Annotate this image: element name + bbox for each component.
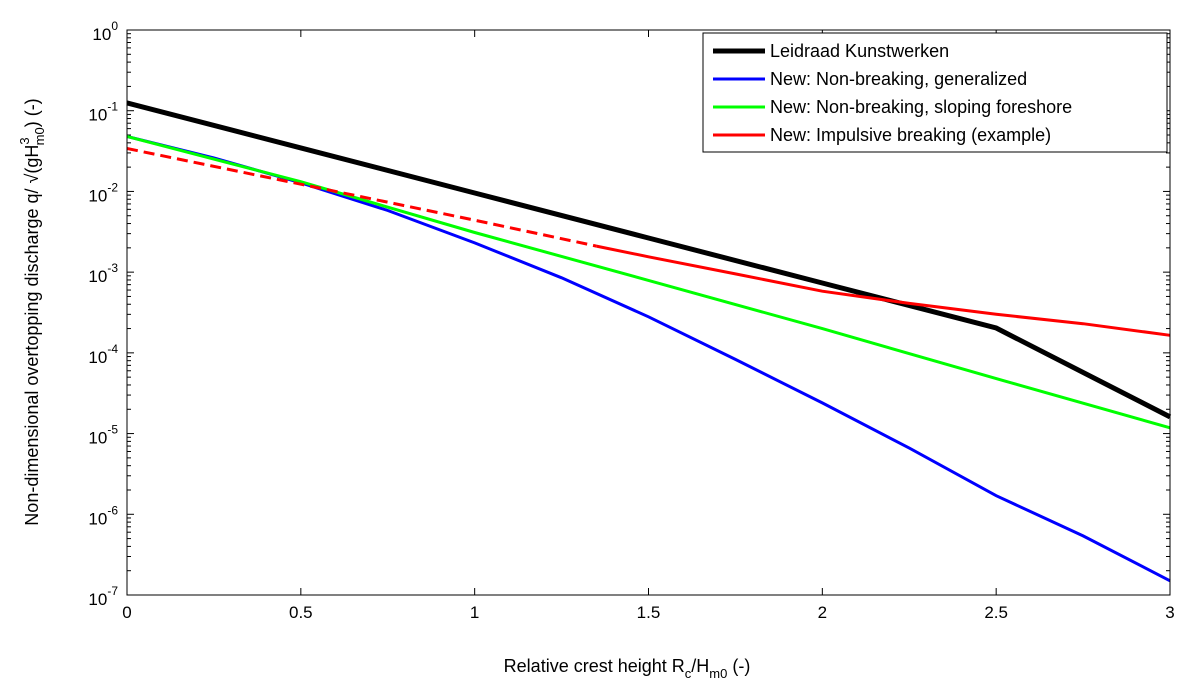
y-tick-label: 10-4 <box>88 342 118 367</box>
y-tick-label: 100 <box>92 19 118 44</box>
x-tick-label: 0 <box>122 603 131 622</box>
y-tick-label: 10-5 <box>88 423 118 448</box>
legend-box <box>702 32 1168 153</box>
y-tick-label: 10-6 <box>88 503 118 528</box>
series-line-3 <box>596 244 1171 337</box>
series-layer <box>126 100 1172 583</box>
x-tick-label: 0.5 <box>289 603 313 622</box>
legend: Leidraad Kunstwerken New: Non-breaking, g… <box>702 32 1168 153</box>
y-tick-label: 10-1 <box>88 100 118 125</box>
y-tick-label: 10-2 <box>88 180 118 205</box>
series-line-2 <box>126 134 1171 430</box>
series-line-0 <box>126 100 1172 420</box>
legend-label: Leidraad Kunstwerken <box>770 41 949 61</box>
x-tick-label: 1.5 <box>637 603 661 622</box>
series-line-3-dashed <box>126 147 597 248</box>
y-tick-label: 10-7 <box>88 584 118 609</box>
x-tick-label: 2.5 <box>984 603 1008 622</box>
y-tick-label: 10-3 <box>88 261 118 286</box>
x-tick-label: 1 <box>470 603 479 622</box>
x-tick-label: 3 <box>1165 603 1174 622</box>
plot-frame <box>126 29 1171 596</box>
x-axis-label: Relative crest height Rc/Hm0 (-) <box>504 656 751 681</box>
x-tick-label: 2 <box>818 603 827 622</box>
legend-label: New: Impulsive breaking (example) <box>770 125 1051 145</box>
y-axis-label: Non-dimensional overtopping discharge q/… <box>17 98 47 525</box>
y-axis-ticks: 10-7 10-6 10-5 10-4 10-3 10-2 10-1 100 <box>88 19 1170 609</box>
legend-label: New: Non-breaking, generalized <box>770 69 1027 89</box>
legend-label: New: Non-breaking, sloping foreshore <box>770 97 1072 117</box>
